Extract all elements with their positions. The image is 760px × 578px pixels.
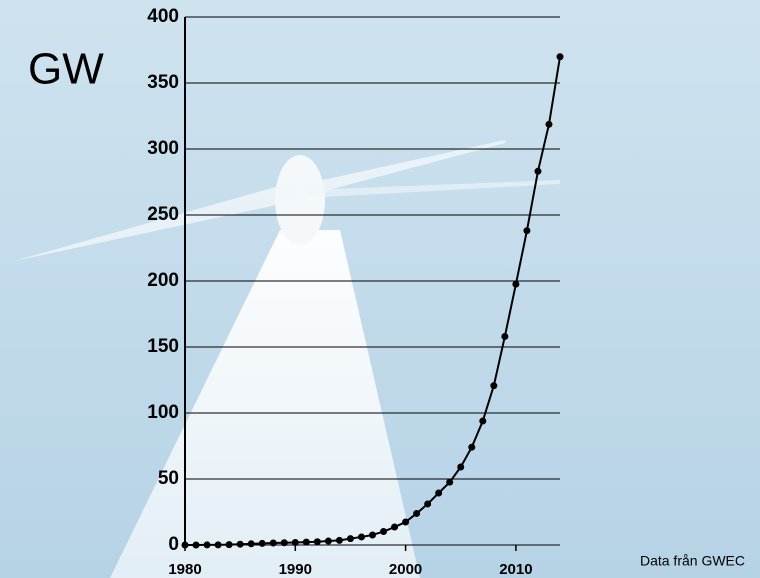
data-point (302, 538, 310, 546)
data-point (501, 332, 509, 340)
y-tick-label: 200 (147, 270, 179, 291)
data-point (324, 537, 332, 545)
data-point (534, 167, 542, 175)
data-point (335, 536, 343, 544)
data-point (247, 540, 255, 548)
data-point (424, 500, 432, 508)
x-tick-label: 2010 (499, 561, 532, 578)
data-point (545, 120, 553, 128)
data-point (236, 540, 244, 548)
data-point (490, 382, 498, 390)
turbine-tower (110, 230, 420, 578)
data-point (468, 443, 476, 451)
y-tick-label: 50 (158, 468, 179, 489)
data-point (181, 541, 189, 549)
x-tick-label: 2000 (389, 561, 422, 578)
y-tick-label: 150 (147, 336, 179, 357)
y-tick-label: 100 (147, 402, 179, 423)
turbine-blade (305, 180, 560, 198)
data-point (457, 463, 465, 471)
data-point (214, 541, 222, 549)
data-point (479, 417, 487, 425)
y-tick-label: 250 (147, 204, 179, 225)
y-tick-label: 400 (147, 6, 179, 27)
source-note: Data från GWEC (640, 553, 745, 569)
data-point (269, 539, 277, 547)
data-point (258, 539, 266, 547)
data-point (523, 227, 531, 235)
turbine-blade (300, 140, 505, 195)
x-tick-label: 1990 (279, 561, 312, 578)
data-point (380, 528, 388, 536)
data-point (192, 541, 200, 549)
data-point (357, 533, 365, 541)
data-point (402, 518, 410, 526)
data-point (203, 541, 211, 549)
data-point (346, 535, 354, 543)
data-point (556, 53, 564, 61)
data-point (225, 541, 233, 549)
y-tick-label: 350 (147, 72, 179, 93)
data-point (391, 523, 399, 531)
y-tick-label: 0 (168, 534, 179, 555)
data-point (435, 489, 443, 497)
data-point (413, 509, 421, 517)
data-point (291, 538, 299, 546)
data-point (446, 478, 454, 486)
y-tick-label: 300 (147, 138, 179, 159)
data-point (280, 539, 288, 547)
data-point (313, 538, 321, 546)
data-point (369, 531, 376, 539)
x-tick-label: 1980 (168, 561, 201, 578)
y-axis-label: GW (28, 45, 104, 94)
data-point (512, 280, 520, 288)
turbine-blade (0, 180, 300, 265)
